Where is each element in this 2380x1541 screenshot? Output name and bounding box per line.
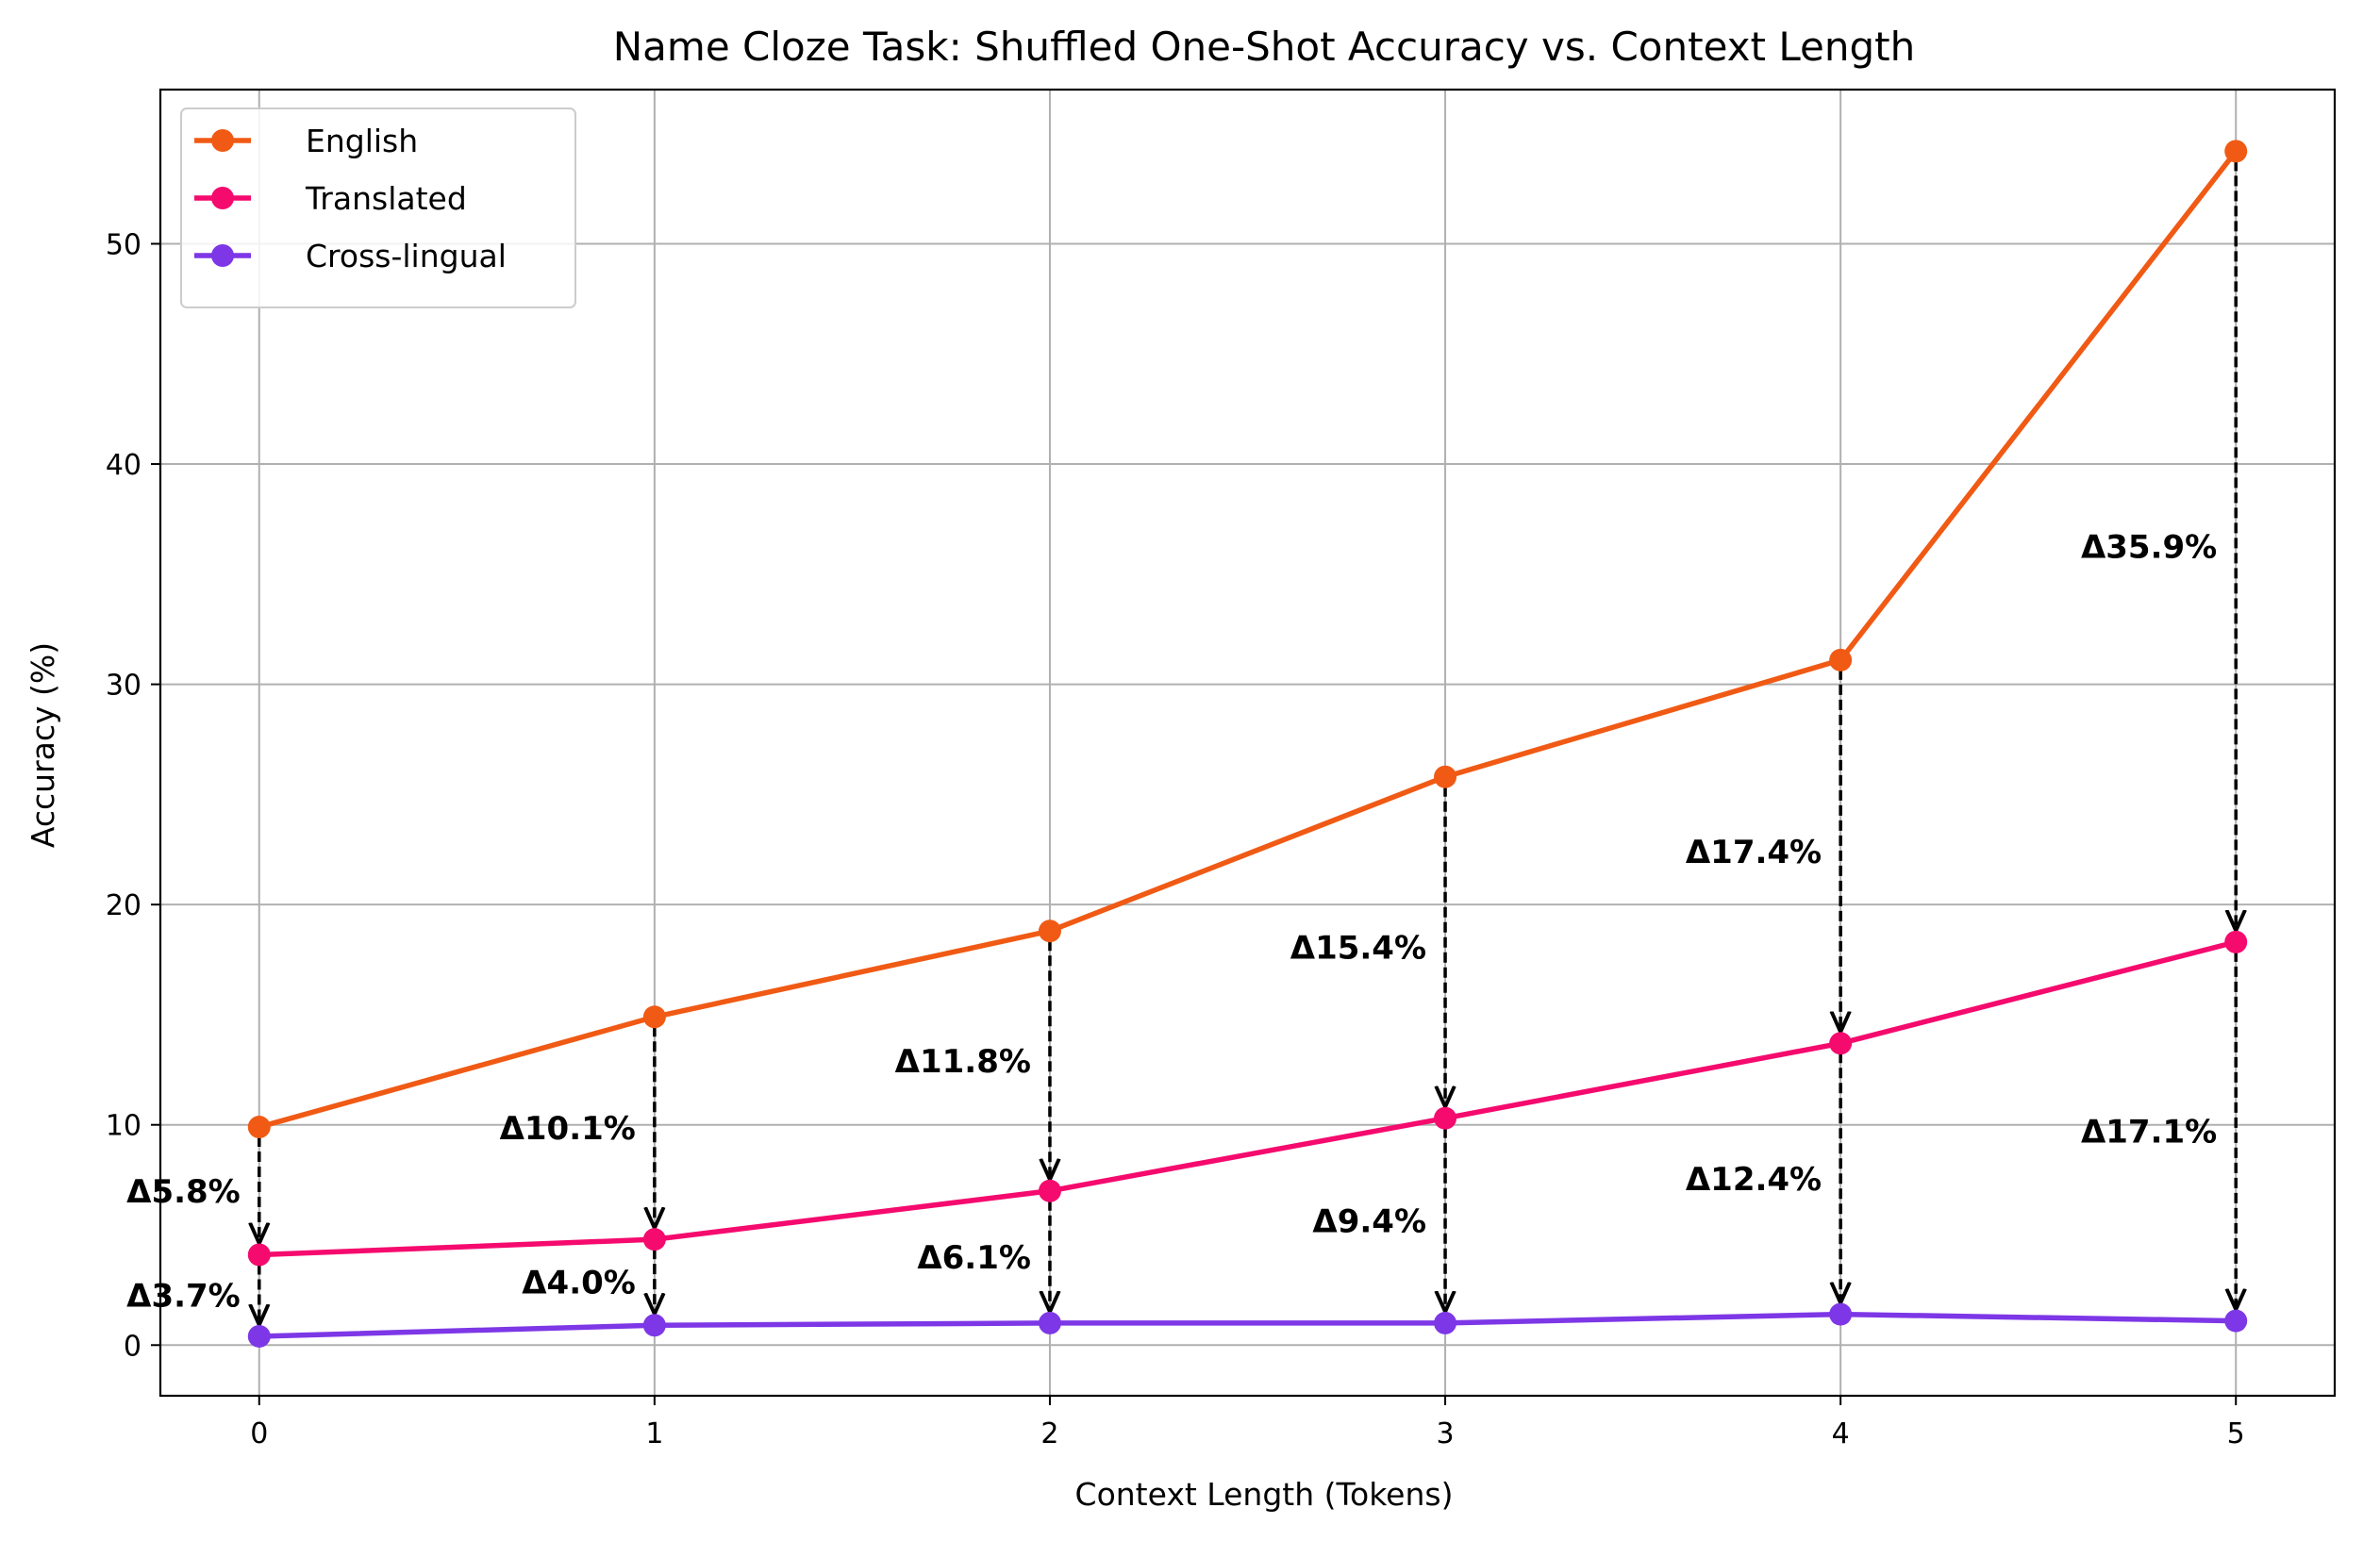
data-point [247, 1116, 271, 1139]
delta-label: Δ17.4% [1686, 834, 1822, 871]
series-line [258, 939, 2237, 1258]
series-line [258, 1311, 2237, 1339]
data-point [1434, 765, 1457, 788]
delta-label: Δ10.1% [500, 1110, 636, 1148]
y-tick-label: 20 [106, 889, 141, 922]
legend-marker [211, 187, 234, 209]
data-point [1829, 1032, 1853, 1055]
delta-labels: Δ5.8% Δ3.7% Δ10.1% Δ4.0% Δ11.8% Δ6.1% Δ15.4% Δ9… [126, 529, 2217, 1316]
data-point [1829, 1302, 1853, 1326]
x-tick-label: 1 [645, 1417, 663, 1450]
plot-frame [158, 88, 2337, 1398]
y-tick-label: 10 [106, 1110, 141, 1143]
y-tick-label: 30 [106, 670, 141, 703]
data-point [1038, 1179, 1061, 1202]
data-point [1434, 1311, 1457, 1334]
y-axis-title: Accuracy (%) [25, 642, 61, 848]
delta-arrows [259, 160, 2236, 1325]
data-point [2224, 930, 2248, 953]
data-point [247, 1324, 271, 1348]
series-lines [247, 140, 2248, 1348]
data-point [1038, 920, 1061, 943]
x-tick-label: 0 [250, 1417, 268, 1450]
delta-label: Δ12.4% [1686, 1161, 1822, 1199]
delta-label: Δ3.7% [126, 1278, 241, 1316]
grid [160, 90, 2335, 1396]
data-point [2224, 1309, 2248, 1333]
legend-label: English [306, 123, 418, 159]
x-tick-label: 5 [2227, 1417, 2245, 1450]
legend-box [180, 108, 576, 308]
legend-label: Cross-lingual [306, 238, 507, 274]
data-point [1829, 648, 1853, 671]
data-point [642, 1314, 666, 1337]
delta-label: Δ5.8% [126, 1173, 241, 1211]
y-tick-label: 40 [106, 449, 141, 482]
delta-label: Δ15.4% [1290, 930, 1426, 968]
legend: English Translated Cross-lingual [180, 108, 576, 308]
data-point [1434, 1106, 1457, 1130]
delta-label: Δ6.1% [917, 1239, 1031, 1277]
data-point [642, 1005, 666, 1029]
delta-label: Δ17.1% [2081, 1114, 2217, 1152]
x-tick-label: 2 [1040, 1417, 1058, 1450]
y-tick-label: 0 [124, 1330, 141, 1363]
delta-label: Δ4.0% [522, 1265, 636, 1302]
series-line [258, 149, 2239, 1130]
x-axis-title: Context Length (Tokens) [1075, 1476, 1454, 1513]
chart-title: Name Cloze Task: Shuffled One-Shot Accur… [613, 24, 1915, 70]
data-point [247, 1243, 271, 1267]
delta-label: Δ9.4% [1312, 1202, 1426, 1240]
x-tick-label: 3 [1436, 1417, 1454, 1450]
data-point [642, 1228, 666, 1251]
data-point [1038, 1311, 1061, 1334]
data-point [2224, 140, 2248, 163]
delta-label: Δ11.8% [895, 1043, 1031, 1081]
legend-label: Translated [305, 180, 467, 217]
delta-label: Δ35.9% [2081, 529, 2217, 567]
y-tick-label: 50 [106, 228, 141, 261]
x-tick-label: 4 [1832, 1417, 1850, 1450]
legend-marker [211, 244, 234, 267]
legend-marker [211, 129, 234, 152]
